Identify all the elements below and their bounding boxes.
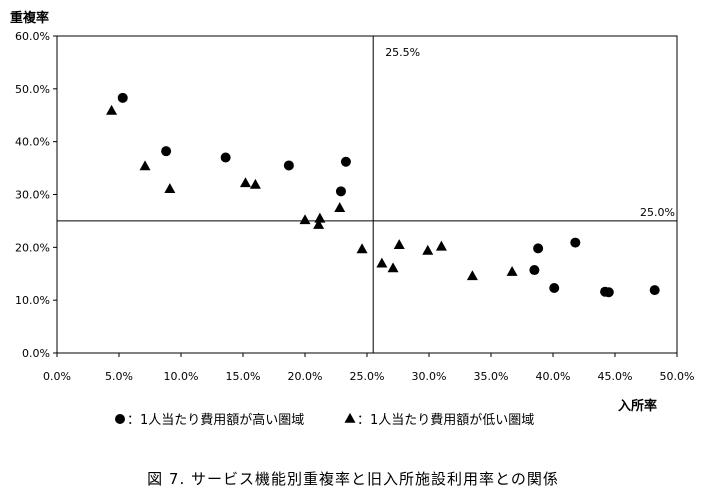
data-point-triangle [356, 243, 368, 254]
x-tick-label: 50.0% [660, 370, 695, 383]
data-point-triangle [376, 257, 388, 268]
data-point-triangle [422, 244, 434, 255]
data-point-circle [529, 265, 540, 276]
data-point-triangle [249, 178, 261, 189]
legend: ：1人当たり費用額が高い圏域 ：1人当たり費用額が低い圏域 [115, 412, 534, 428]
data-point-circle [283, 160, 294, 171]
x-tick-label: 0.0% [43, 370, 71, 383]
series-2 [106, 104, 518, 281]
data-point-circle [603, 287, 614, 298]
plot-area [56, 35, 678, 354]
x-tick-label: 10.0% [164, 370, 199, 383]
data-point-circle [335, 186, 346, 197]
y-tick-label: 60.0% [15, 30, 50, 43]
figure-caption: 図 7. サービス機能別重複率と旧入所施設利用率との関係 [147, 470, 559, 488]
x-tick-label: 15.0% [226, 370, 261, 383]
data-point-triangle [106, 104, 118, 115]
legend-marker-circle [115, 414, 125, 424]
legend-marker-triangle [344, 412, 356, 423]
data-point-triangle [334, 202, 346, 212]
data-point-triangle [506, 266, 518, 276]
data-point-triangle [239, 177, 251, 188]
y-tick-label: 40.0% [15, 136, 50, 149]
data-point-circle [161, 146, 172, 157]
data-point-circle [649, 285, 660, 296]
data-point-triangle [313, 219, 325, 229]
y-tick-label: 30.0% [15, 189, 50, 202]
data-point-circle [549, 283, 560, 294]
legend-label-2: ：1人当たり費用額が低い圏域 [357, 413, 534, 428]
y-tick-label: 50.0% [15, 83, 50, 96]
horizontal-reference-label: 25.0% [640, 206, 675, 219]
data-point-triangle [466, 270, 478, 281]
x-axis-label: 入所率 [618, 398, 657, 414]
data-point-triangle [435, 240, 447, 251]
x-tick-label: 40.0% [536, 370, 571, 383]
x-tick-label: 20.0% [288, 370, 323, 383]
x-tick-label: 25.0% [350, 370, 385, 383]
x-tick-label: 5.0% [105, 370, 133, 383]
data-point-circle [340, 156, 351, 167]
y-tick-label: 0.0% [22, 347, 50, 360]
x-tick-label: 30.0% [412, 370, 447, 383]
data-point-circle [570, 237, 581, 248]
data-point-triangle [314, 212, 326, 223]
series-1 [117, 92, 660, 298]
data-point-circle [220, 152, 231, 163]
legend-label-1: ：1人当たり費用額が高い圏域 [127, 412, 304, 428]
x-tick-label: 45.0% [598, 370, 633, 383]
y-axis-label: 重複率 [10, 10, 49, 26]
data-point-triangle [139, 160, 151, 171]
data-point-triangle [164, 183, 176, 193]
data-point-circle [117, 92, 128, 103]
y-tick-label: 10.0% [15, 294, 50, 307]
y-tick-label: 20.0% [15, 241, 50, 254]
vertical-reference-label: 25.5% [385, 46, 420, 59]
data-point-triangle [387, 262, 399, 273]
data-point-triangle [299, 214, 311, 225]
data-point-triangle [393, 239, 405, 249]
data-point-circle [533, 243, 544, 254]
x-tick-label: 35.0% [474, 370, 509, 383]
